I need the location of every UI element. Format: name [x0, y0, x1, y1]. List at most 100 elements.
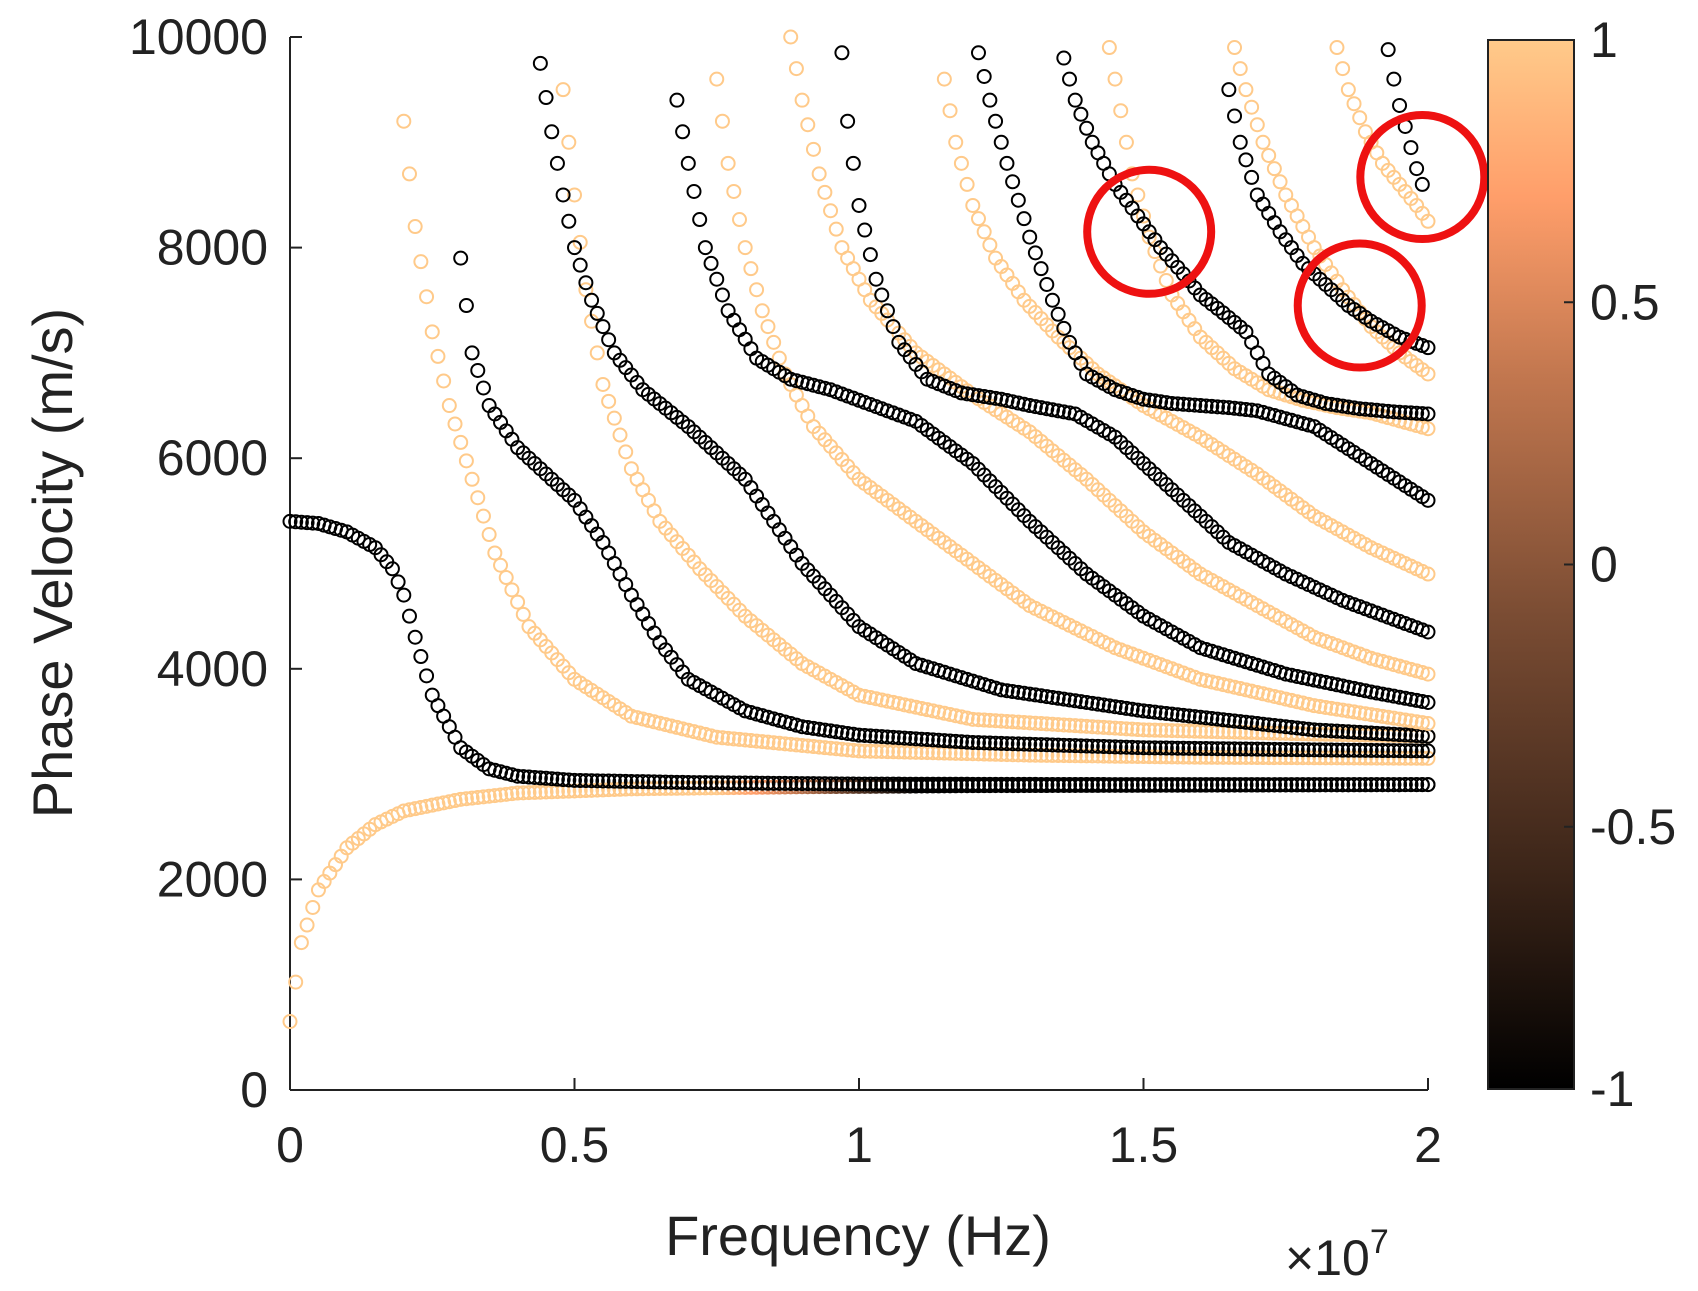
data-point — [891, 696, 907, 712]
data-point — [1056, 691, 1072, 707]
data-point — [999, 713, 1015, 729]
data-point — [612, 773, 628, 789]
data-point — [953, 385, 969, 401]
data-point — [515, 785, 531, 801]
y-tick-label: 6000 — [157, 430, 268, 486]
data-point — [1062, 776, 1078, 792]
data-point — [800, 776, 816, 792]
data-point — [993, 391, 1009, 407]
data-point — [1027, 687, 1043, 703]
data-point — [401, 166, 417, 182]
data-point — [510, 785, 526, 801]
data-point — [1329, 40, 1345, 56]
data-point — [1340, 82, 1356, 98]
data-point — [1346, 400, 1362, 416]
data-point — [766, 334, 782, 350]
data-point — [606, 773, 622, 789]
data-point — [1136, 722, 1151, 738]
series-mode-15 — [1227, 40, 1436, 382]
data-point — [1323, 723, 1339, 739]
data-point — [988, 113, 1004, 129]
data-point — [857, 688, 873, 704]
data-point — [1386, 71, 1402, 87]
data-point — [572, 257, 588, 273]
data-point — [1033, 261, 1049, 277]
colorbar-tick-label: 0.5 — [1590, 274, 1660, 330]
x-tick-label: 2 — [1414, 1117, 1442, 1173]
data-point — [1164, 777, 1180, 793]
data-point — [1301, 696, 1317, 712]
data-point — [1278, 719, 1294, 735]
data-point — [589, 773, 605, 789]
data-point — [1329, 723, 1345, 739]
data-point — [1187, 777, 1203, 793]
data-point — [680, 155, 696, 171]
data-point — [578, 275, 594, 291]
data-point — [1062, 717, 1078, 733]
data-point — [857, 222, 873, 238]
data-point — [760, 734, 776, 750]
data-point — [288, 974, 304, 990]
data-point — [1420, 694, 1436, 710]
data-point — [1101, 698, 1117, 714]
x-exponent-base: ×10 — [1285, 1230, 1370, 1286]
data-point — [1005, 736, 1021, 752]
data-point — [1289, 742, 1305, 758]
data-point — [862, 690, 878, 706]
colorbar-tick-label: 0 — [1590, 537, 1618, 593]
data-point — [1409, 692, 1425, 708]
data-point — [396, 113, 412, 129]
data-point — [697, 240, 713, 256]
data-point — [737, 240, 753, 256]
data-point — [1027, 399, 1043, 415]
data-point — [1386, 710, 1402, 726]
data-point — [845, 742, 861, 758]
highlight-circle — [1356, 111, 1489, 244]
data-point — [1079, 718, 1095, 734]
data-point — [840, 113, 856, 129]
data-point — [1363, 707, 1379, 723]
x-tick-label: 1.5 — [1109, 1117, 1179, 1173]
data-point — [1227, 741, 1243, 757]
data-point — [845, 776, 861, 792]
data-point — [1096, 719, 1112, 735]
data-point — [805, 141, 821, 157]
data-point — [1357, 401, 1373, 417]
data-point — [419, 668, 435, 684]
data-point — [970, 776, 986, 792]
y-tick-label: 4000 — [157, 641, 268, 697]
data-point — [1255, 741, 1271, 757]
data-point — [1238, 741, 1254, 757]
data-point — [1215, 741, 1231, 757]
series-mode-4 — [453, 250, 1436, 759]
data-point — [1039, 276, 1055, 292]
data-point — [811, 166, 827, 182]
data-point — [532, 784, 548, 800]
data-point — [1027, 776, 1043, 792]
data-point — [419, 798, 435, 814]
data-point — [1403, 405, 1419, 421]
data-point — [902, 776, 918, 792]
data-point — [601, 393, 617, 409]
data-point — [1118, 134, 1134, 150]
data-point — [976, 389, 992, 405]
data-point — [1249, 777, 1265, 793]
data-point — [1374, 777, 1390, 793]
data-point — [407, 219, 423, 235]
data-point — [857, 743, 873, 759]
data-point — [612, 427, 628, 443]
data-point — [475, 508, 491, 524]
data-point — [1027, 245, 1043, 261]
data-point — [1181, 708, 1197, 724]
data-point — [1107, 739, 1123, 755]
data-point — [1010, 776, 1026, 792]
y-ticks: 0 2000 4000 6000 8000 10000 — [129, 9, 302, 1118]
data-point — [976, 735, 992, 751]
data-point — [475, 789, 491, 805]
data-point — [1238, 152, 1254, 168]
data-point — [1357, 683, 1373, 699]
data-point — [1397, 743, 1413, 759]
data-point — [794, 737, 810, 753]
data-point — [1164, 740, 1180, 756]
data-point — [1266, 161, 1282, 177]
